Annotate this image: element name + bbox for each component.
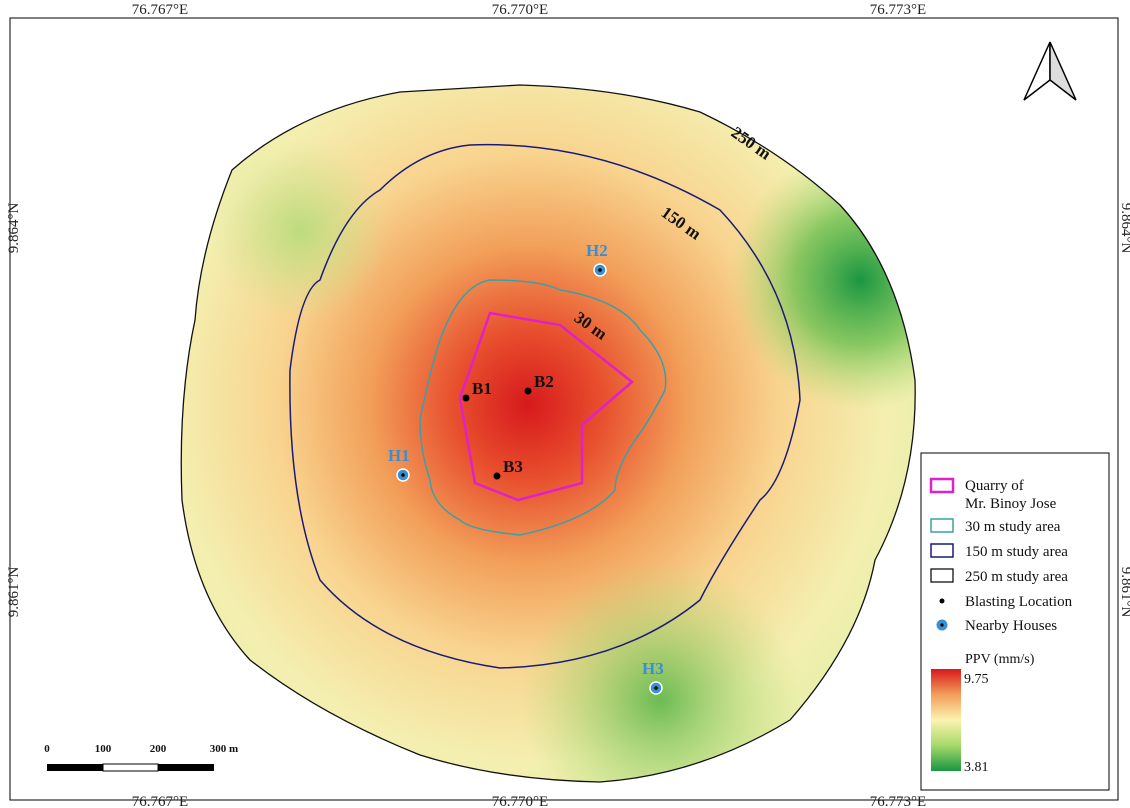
legend-label: Mr. Binoy Jose <box>965 496 1057 512</box>
blast-point <box>493 472 501 480</box>
legend-label: Blasting Location <box>965 594 1073 610</box>
contour-30 <box>419 279 667 536</box>
scale-label: 0 <box>44 743 50 755</box>
house-marker <box>649 681 663 695</box>
legend-label: Nearby Houses <box>965 618 1057 634</box>
grid-label: 76.773°E <box>870 794 926 808</box>
house-marker <box>593 263 607 277</box>
grid-label: 76.770°E <box>492 2 548 18</box>
blast-label: B3 <box>503 457 523 476</box>
ppv-max: 9.75 <box>964 672 989 687</box>
house-label: H1 <box>388 446 410 465</box>
legend: Quarry of Mr. Binoy Jose 30 m study area… <box>920 452 1110 791</box>
contour-150 <box>289 143 801 669</box>
house-label: H3 <box>642 659 664 678</box>
quarry-boundary <box>458 311 634 502</box>
legend-swatch <box>929 477 955 494</box>
scale-label: 200 <box>150 743 167 755</box>
grid-label: 9.864°N <box>1118 203 1130 254</box>
grid-label: 9.861°N <box>6 567 22 618</box>
house-label: H2 <box>586 241 608 260</box>
grid-label: 9.864°N <box>6 203 22 254</box>
blast-point <box>524 387 532 395</box>
legend-swatch <box>930 543 954 558</box>
north-arrow <box>1023 41 1077 101</box>
ppv-title: PPV (mm/s) <box>965 652 1035 667</box>
ppv-min: 3.81 <box>964 760 989 775</box>
blast-point <box>462 394 470 402</box>
grid-label: 76.770°E <box>492 794 548 808</box>
legend-swatch <box>930 568 954 583</box>
legend-label: Quarry of <box>965 478 1024 494</box>
legend-label: 250 m study area <box>965 569 1068 585</box>
scale-label: 300 m <box>210 743 238 755</box>
legend-label: 30 m study area <box>965 519 1061 535</box>
house-marker <box>396 468 410 482</box>
legend-swatch <box>939 598 945 604</box>
grid-label: 76.767°E <box>132 2 188 18</box>
scale-bar <box>47 763 214 772</box>
scale-label: 100 <box>95 743 112 755</box>
ppv-ramp <box>931 669 961 771</box>
grid-label: 9.861°N <box>1118 567 1130 618</box>
grid-label: 76.767°E <box>132 794 188 808</box>
legend-label: 150 m study area <box>965 544 1068 560</box>
legend-swatch <box>930 518 954 533</box>
grid-label: 76.773°E <box>870 2 926 18</box>
blast-label: B2 <box>534 372 554 391</box>
blast-label: B1 <box>472 379 492 398</box>
